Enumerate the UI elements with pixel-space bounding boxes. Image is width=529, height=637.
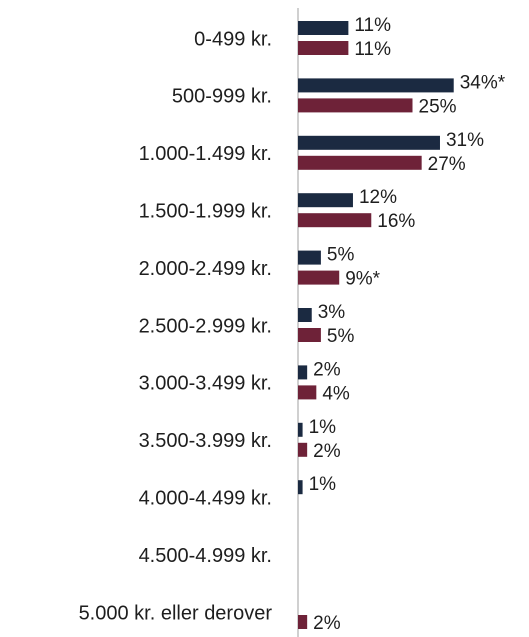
bar <box>298 422 303 437</box>
category-label: 2.000-2.499 kr. <box>139 258 272 280</box>
value-label: 3% <box>318 302 346 323</box>
category-label: 500-999 kr. <box>172 86 272 108</box>
bar <box>298 308 312 322</box>
bar <box>298 385 317 400</box>
category-label: 4.500-4.999 kr. <box>139 545 272 567</box>
value-label: 11% <box>354 15 391 36</box>
value-label: 4% <box>322 383 350 404</box>
value-label: 5% <box>327 326 355 347</box>
category-label: 3.000-3.499 kr. <box>139 373 272 395</box>
value-label: 34%* <box>460 72 506 93</box>
value-label: 11% <box>354 39 391 60</box>
bar <box>298 135 440 150</box>
value-label: 2% <box>313 441 341 462</box>
category-label: 1.000-1.499 kr. <box>139 143 272 165</box>
value-label: 31% <box>446 130 484 151</box>
category-label: 4.000-4.499 kr. <box>139 487 272 509</box>
bar <box>298 155 422 170</box>
category-label: 5.000 kr. eller derover <box>79 602 273 624</box>
bar <box>298 98 413 113</box>
category-label: 0-499 kr. <box>194 28 272 50</box>
value-label: 5% <box>327 245 355 266</box>
value-label: 2% <box>313 359 341 380</box>
bar <box>298 41 349 55</box>
bar <box>298 615 308 629</box>
bar <box>298 270 340 285</box>
bar <box>298 193 353 208</box>
value-label: 27% <box>428 154 466 175</box>
value-label: 2% <box>313 613 341 634</box>
bar <box>298 250 321 265</box>
category-label: 3.500-3.999 kr. <box>139 430 272 452</box>
bar <box>298 365 308 380</box>
category-label: 1.500-1.999 kr. <box>139 200 272 222</box>
value-label: 1% <box>309 417 337 438</box>
value-label: 1% <box>309 474 337 495</box>
bar <box>298 480 303 495</box>
category-label: 2.500-2.999 kr. <box>139 315 272 337</box>
value-label: 12% <box>359 187 397 208</box>
value-label: 25% <box>419 96 457 117</box>
bar <box>298 78 454 93</box>
value-label: 16% <box>377 211 415 232</box>
value-label: 9%* <box>345 269 380 290</box>
bar <box>298 442 308 457</box>
bar <box>298 213 372 228</box>
bar <box>298 328 321 342</box>
bar <box>298 21 349 35</box>
